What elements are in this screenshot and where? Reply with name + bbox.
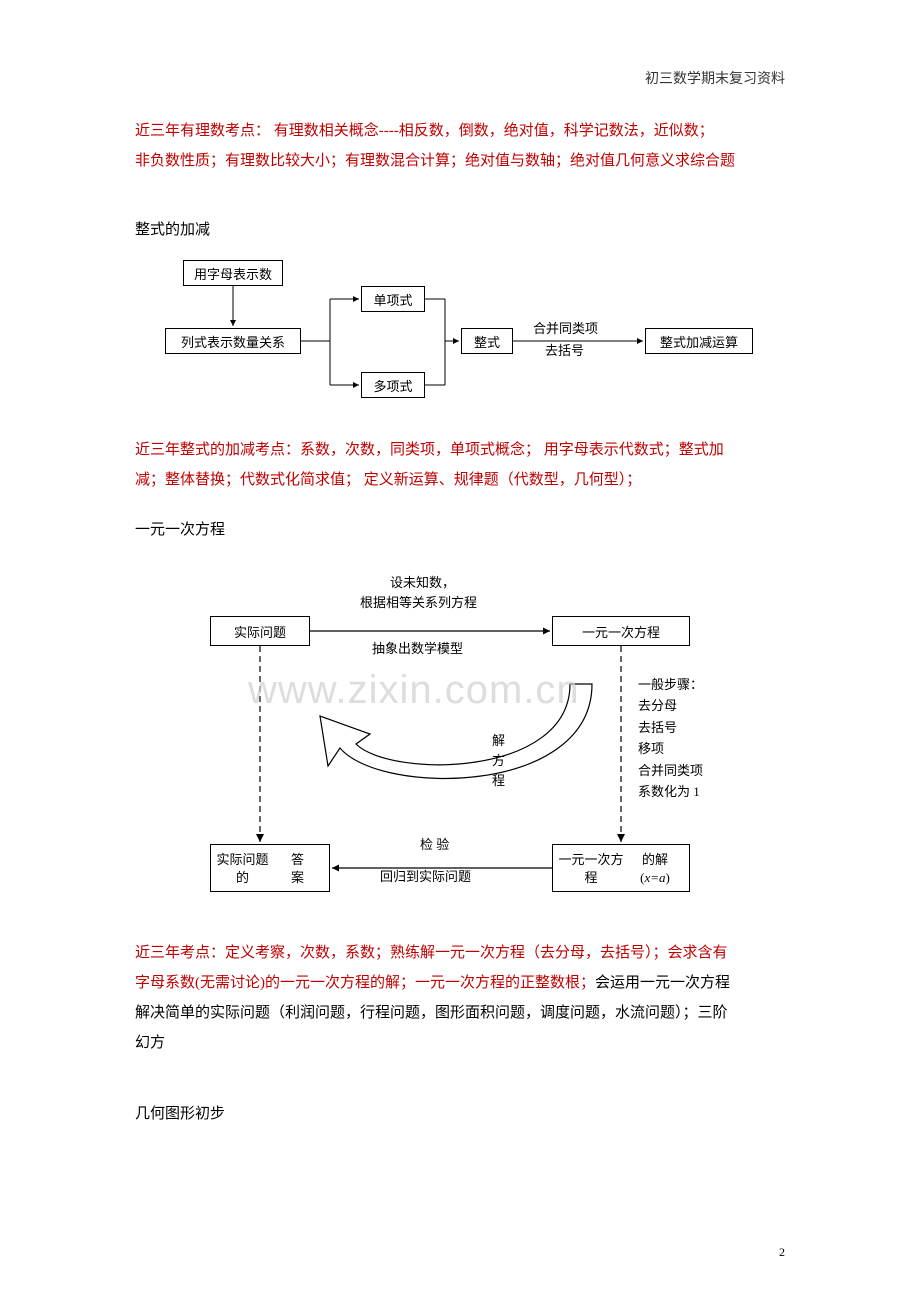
d2-label-bot: 回归到实际问题 — [380, 866, 471, 885]
para-linear-equation: 近三年考点：定义考察，次数，系数；熟练解一元一次方程（去分母，去括号）；会求含有… — [135, 938, 785, 1058]
d2-step-0: 一般步骤： — [638, 674, 703, 695]
diagram-algebraic-expression: 用字母表示数 列式表示数量关系 单项式 多项式 整式 整式加减运算 合并同类项 … — [135, 260, 745, 425]
d1-label-combine: 合并同类项 — [533, 318, 598, 337]
d2-node-real: 实际问题 — [210, 616, 310, 646]
d2-step-4: 合并同类项 — [638, 760, 703, 781]
d2-step-1: 去分母 — [638, 695, 703, 716]
d2-step-2: 去括号 — [638, 717, 703, 738]
d2-label-top1: 设未知数， — [390, 572, 455, 591]
d2-node-answer-l2: 答 案 — [270, 851, 325, 887]
d2-step-5: 系数化为 1 — [638, 781, 703, 802]
para3-l2a: 字母系数(无需讨论)的一元一次方程的解；一元一次方程的正整数根； — [135, 975, 595, 991]
section-title-3: 几何图形初步 — [135, 1102, 225, 1123]
section-title-1: 整式的加减 — [135, 218, 210, 239]
para-algebraic: 近三年整式的加减考点：系数，次数，同类项，单项式概念； 用字母表示代数式；整式加… — [135, 435, 785, 495]
para3-l3: 解决简单的实际问题（利润问题，行程问题，图形面积问题，调度问题，水流问题）；三阶 — [135, 1005, 728, 1021]
d2-node-solution-l2: 的解 (x=a) — [625, 851, 685, 887]
para1-line2: 非负数性质；有理数比较大小；有理数混合计算；绝对值与数轴；绝对值几何意义求综合题 — [135, 153, 735, 169]
page-header: 初三数学期末复习资料 — [645, 68, 785, 88]
d2-node-answer: 实际问题的 答 案 — [210, 844, 330, 892]
page-number: 2 — [779, 1245, 785, 1260]
d2-label-solve3: 程 — [492, 770, 505, 789]
para3-l2b: 会运用一元一次方程 — [595, 975, 730, 991]
d1-node-addsub: 整式加减运算 — [645, 328, 753, 354]
d2-node-solution-l1: 一元一次方程 — [557, 851, 625, 887]
d2-label-top3: 抽象出数学模型 — [372, 638, 463, 657]
d1-node-expression: 列式表示数量关系 — [165, 328, 301, 354]
d2-label-mid: 检 验 — [420, 834, 449, 853]
watermark: www.zixin.com.cn — [248, 668, 580, 713]
section-title-2: 一元一次方程 — [135, 518, 225, 539]
d2-node-equation: 一元一次方程 — [552, 616, 690, 646]
d1-node-monomial: 单项式 — [361, 286, 425, 312]
d1-node-polynomial: 多项式 — [361, 372, 425, 398]
d2-label-top2: 根据相等关系列方程 — [360, 592, 477, 611]
d2-node-answer-l1: 实际问题的 — [215, 851, 270, 887]
d1-node-letters: 用字母表示数 — [183, 260, 283, 286]
d1-label-brackets: 去括号 — [545, 340, 584, 359]
d2-step-3: 移项 — [638, 738, 703, 759]
para-rational-numbers: 近三年有理数考点： 有理数相关概念----相反数，倒数，绝对值，科学记数法，近似… — [135, 116, 785, 176]
d2-label-solve2: 方 — [492, 750, 505, 769]
para1-line1: 近三年有理数考点： 有理数相关概念----相反数，倒数，绝对值，科学记数法，近似… — [135, 123, 714, 139]
d2-steps: 一般步骤： 去分母 去括号 移项 合并同类项 系数化为 1 — [638, 674, 703, 803]
d2-label-solve1: 解 — [492, 730, 505, 749]
d1-node-algebraic: 整式 — [461, 328, 513, 354]
para2-line2: 减；整体替换；代数式化简求值； 定义新运算、规律题（代数型，几何型）； — [135, 472, 641, 488]
para2-line1: 近三年整式的加减考点：系数，次数，同类项，单项式概念； 用字母表示代数式；整式加 — [135, 442, 724, 458]
para3-l1: 近三年考点：定义考察，次数，系数；熟练解一元一次方程（去分母，去括号）；会求含有 — [135, 945, 728, 961]
para3-l4: 幻方 — [135, 1035, 165, 1051]
d2-node-solution: 一元一次方程 的解 (x=a) — [552, 844, 690, 892]
diagram-linear-equation: 实际问题 一元一次方程 实际问题的 答 案 一元一次方程 的解 (x=a) 设未… — [180, 566, 760, 916]
